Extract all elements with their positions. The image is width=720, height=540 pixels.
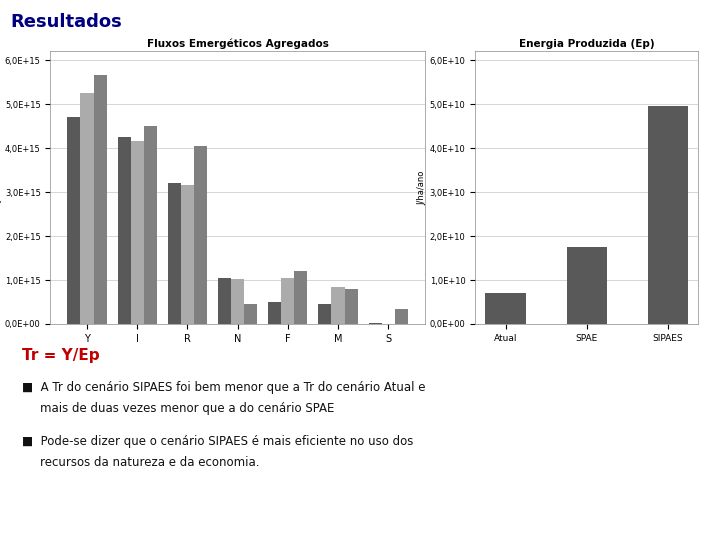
Text: mais de duas vezes menor que a do cenário SPAE: mais de duas vezes menor que a do cenári… bbox=[40, 402, 334, 415]
Y-axis label: J/ha/ano: J/ha/ano bbox=[418, 171, 427, 205]
Bar bbox=[94, 76, 107, 324]
Text: ■  A Tr do cenário SIPAES foi bem menor que a Tr do cenário Atual e: ■ A Tr do cenário SIPAES foi bem menor q… bbox=[22, 381, 425, 394]
Bar bbox=[244, 304, 257, 324]
Text: ■  Pode-se dizer que o cenário SIPAES é mais eficiente no uso dos: ■ Pode-se dizer que o cenário SIPAES é m… bbox=[22, 435, 413, 448]
Title: Energia Produzida (Ep): Energia Produzida (Ep) bbox=[519, 39, 654, 49]
Bar bbox=[294, 271, 307, 324]
Y-axis label: seJ/ha/ano: seJ/ha/ano bbox=[0, 166, 2, 210]
Bar bbox=[117, 137, 130, 324]
Bar bbox=[318, 304, 331, 324]
Bar bbox=[485, 293, 526, 324]
Bar bbox=[81, 93, 94, 324]
Bar bbox=[282, 278, 294, 324]
Bar bbox=[567, 247, 607, 324]
Bar bbox=[68, 117, 81, 324]
Legend: Atual, SPAE, SIPAES: Atual, SPAE, SIPAES bbox=[482, 126, 533, 168]
Bar bbox=[331, 287, 345, 324]
Text: Tr = Y/Ep: Tr = Y/Ep bbox=[22, 348, 99, 363]
Text: recursos da natureza e da economia.: recursos da natureza e da economia. bbox=[40, 456, 259, 469]
Bar bbox=[194, 146, 207, 324]
Bar bbox=[218, 278, 231, 324]
Bar bbox=[168, 183, 181, 324]
Bar bbox=[395, 308, 408, 324]
Text: Resultados: Resultados bbox=[11, 14, 122, 31]
Bar bbox=[369, 323, 382, 324]
Bar bbox=[181, 185, 194, 324]
Bar bbox=[345, 289, 358, 324]
Bar bbox=[269, 302, 282, 324]
Bar bbox=[231, 279, 244, 324]
Bar bbox=[144, 126, 157, 324]
Title: Fluxos Emergéticos Agregados: Fluxos Emergéticos Agregados bbox=[147, 39, 328, 49]
Bar bbox=[130, 141, 144, 324]
Bar bbox=[648, 106, 688, 324]
